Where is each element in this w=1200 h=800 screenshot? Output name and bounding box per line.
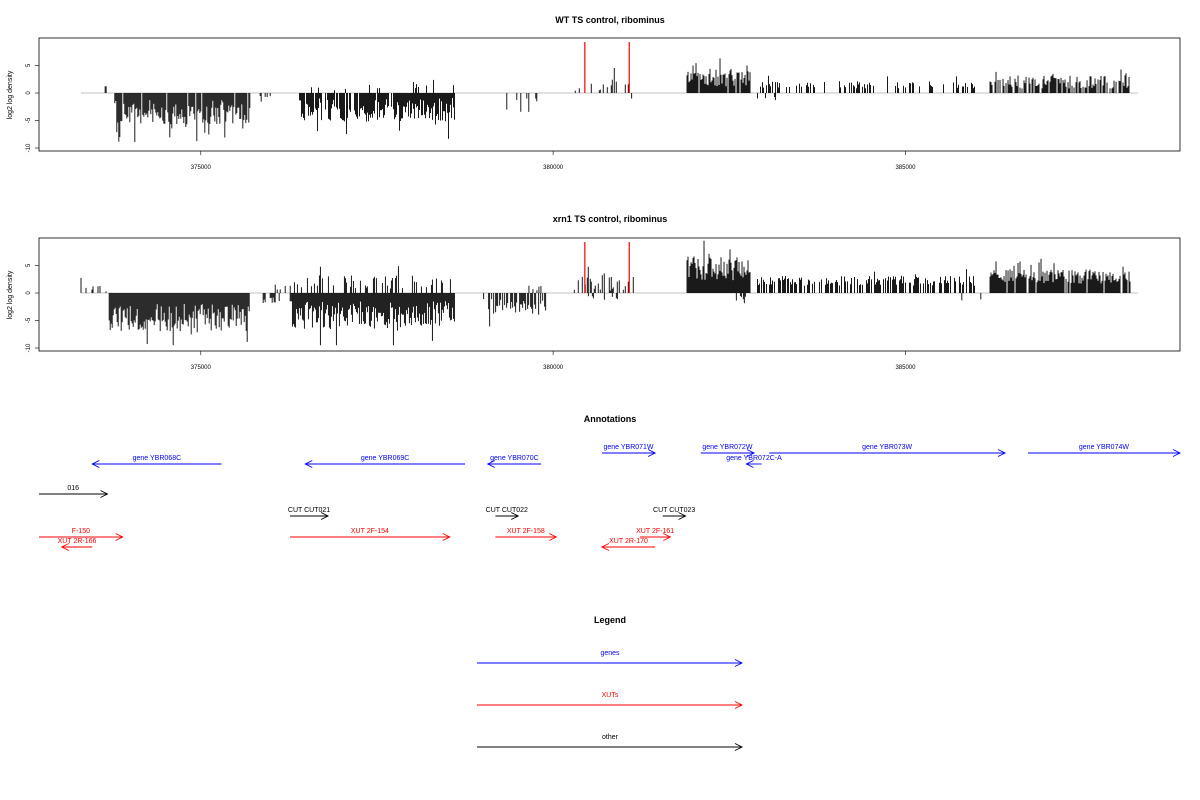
annotation-arrow-head: [745, 460, 754, 468]
legend-label: other: [602, 734, 619, 741]
xrn1-plot-frame: [38, 237, 1181, 352]
annotations-title: Annotations: [584, 414, 637, 424]
annotations-panel: Annotations gene YBR071W gene YBR072W gene…: [39, 414, 1182, 551]
annotation-label: F-150: [72, 528, 90, 535]
wt-density-bars: [81, 58, 1138, 143]
annotation-label: gene YBR072W: [702, 444, 752, 451]
wt-density-panel: WT TS control, ribominus log2 log densit…: [7, 15, 1181, 171]
legend-items: genes XUTs other: [477, 650, 744, 751]
xrn1-x-tick-label: 385000: [895, 365, 916, 371]
wt-y-tick-label: 0: [26, 91, 32, 95]
legend-arrow-head: [734, 743, 744, 751]
wt-x-tick-label: 375000: [191, 165, 212, 171]
annotation-label: CUT CUT021: [288, 507, 330, 514]
wt-x-ticks: 375000 380000 385000: [191, 151, 916, 171]
annotation-arrow-head: [486, 460, 495, 468]
xrn1-y-axis-label: log2 log density: [7, 270, 14, 319]
annotation-arrow-head: [549, 533, 558, 541]
wt-y-tick-label: -5: [26, 117, 32, 123]
wt-x-tick-label: 380000: [543, 165, 564, 171]
legend-label: genes: [600, 650, 620, 657]
legend-arrow-head: [734, 701, 744, 709]
annotation-arrow-head: [600, 543, 610, 551]
wt-y-ticks: -10 -5 0 5: [26, 63, 39, 152]
annotation-label: gene YBR074W: [1079, 444, 1129, 451]
annotation-arrow-head: [442, 533, 451, 541]
annotation-arrow-head: [511, 512, 520, 520]
xrn1-y-ticks: -10 -5 0 5: [26, 263, 39, 352]
annotation-arrow-head: [1172, 449, 1182, 457]
xrn1-y-tick-label: -10: [26, 343, 32, 352]
xrn1-y-tick-label: 0: [26, 291, 32, 295]
annotation-arrow-head: [320, 512, 330, 520]
wt-marker-lines: [584, 42, 630, 93]
annotation-label: 016: [67, 485, 79, 492]
xrn1-panel-title: xrn1 TS control, ribominus: [553, 214, 668, 224]
xrn1-density-bars: [80, 240, 1138, 346]
annotation-label: XUT 2F-158: [507, 528, 545, 535]
annotation-label: gene YBR070C: [490, 455, 539, 462]
annotation-label: gene YBR073W: [862, 444, 912, 451]
annotation-label: gene YBR069C: [361, 455, 410, 462]
annotation-label: CUT CUT023: [653, 507, 695, 514]
annotation-arrow-head: [663, 533, 672, 541]
legend-label: XUTs: [602, 692, 619, 699]
annotation-label: XUT 2R-170: [609, 538, 648, 545]
annotation-arrow-head: [100, 490, 109, 498]
wt-y-tick-label: -10: [26, 143, 32, 152]
annotation-label: gene YBR071W: [603, 444, 653, 451]
annotation-arrow-head: [678, 512, 687, 520]
xrn1-marker-lines: [584, 242, 630, 293]
annotation-label: CUT CUT022: [486, 507, 528, 514]
legend-arrow-head: [734, 659, 744, 667]
annotation-arrow-head: [60, 543, 70, 551]
wt-x-tick-label: 385000: [895, 165, 916, 171]
annotation-label: gene YBR072C-A: [726, 455, 782, 462]
wt-y-axis-label: log2 log density: [7, 70, 14, 119]
wt-y-tick-label: 5: [26, 63, 32, 67]
annotation-arrow-head: [997, 449, 1007, 457]
legend-title: Legend: [594, 615, 626, 625]
xrn1-y-tick-label: -5: [26, 317, 32, 323]
wt-panel-title: WT TS control, ribominus: [555, 15, 665, 25]
annotation-label: XUT 2F-154: [351, 528, 389, 535]
xrn1-x-tick-label: 380000: [543, 365, 564, 371]
xrn1-density-panel: xrn1 TS control, ribominus log2 log dens…: [7, 214, 1181, 371]
legend-panel: Legend genes XUTs other: [477, 615, 744, 751]
annotation-features: gene YBR071W gene YBR072W gene YBR073W gene…: [39, 444, 1182, 551]
annotation-label: XUT 2R-166: [58, 538, 97, 545]
xrn1-x-tick-label: 375000: [191, 365, 212, 371]
annotation-arrow-head: [91, 460, 100, 468]
xrn1-x-ticks: 375000 380000 385000: [191, 351, 916, 371]
annotation-arrow-head: [304, 460, 313, 468]
xrn1-y-tick-label: 5: [26, 263, 32, 267]
wt-plot-frame: [38, 37, 1181, 152]
annotation-arrow-head: [115, 533, 124, 541]
annotation-arrow-head: [647, 449, 657, 457]
annotation-arrow-head: [746, 449, 756, 457]
annotation-label: gene YBR068C: [133, 455, 182, 462]
annotation-label: XUT 2F-161: [636, 528, 674, 535]
